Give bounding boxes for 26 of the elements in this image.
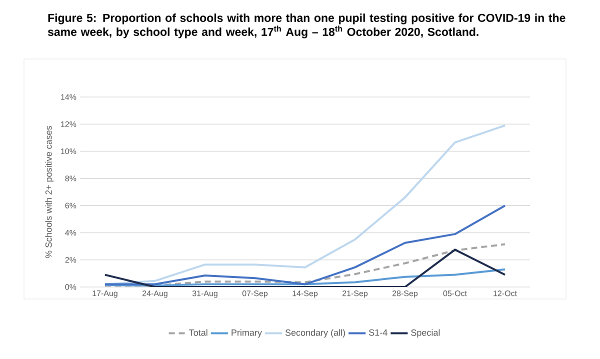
legend-label: Total [189,329,208,336]
x-tick-label: 28-Sep [392,290,418,298]
legend-label: S1-4 [369,329,388,336]
y-tick-label: 8% [65,176,76,182]
x-tick-label: 14-Sep [292,290,318,298]
x-tick-label: 05-Oct [443,290,467,296]
y-tick-label: 0% [65,284,76,290]
y-tick-label: 4% [65,230,76,236]
y-tick-label: 6% [65,202,76,208]
y-axis-title: % Schools with 2+ positive cases [45,126,54,258]
line-series [104,124,506,286]
legend-label: Secondary (all) [285,329,345,338]
line-series [104,204,506,286]
x-tick-label: 21-Sep [342,290,368,298]
y-tick-label: 10% [61,148,76,154]
x-tick-label: 17-Aug [92,290,118,298]
x-tick-label: 07-Sep [242,290,268,298]
legend-label: Special [411,329,440,338]
y-tick-label: 14% [61,94,76,100]
chart-title: Figure 5: Proportion of schools with more than one pupil testing positive for COVID-19 in the same week, by school type and week, 17$^{th}$ Aug – 18$^{th}$ October 2020, Scotland. [48,14,566,38]
x-tick-label: 12-Oct [494,290,517,296]
x-tick-label: 31-Aug [192,290,218,298]
y-tick-label: 12% [61,121,76,127]
legend-label: Primary [232,329,262,338]
y-tick-label: 2% [65,257,76,263]
x-tick-label: 24-Aug [142,290,168,298]
